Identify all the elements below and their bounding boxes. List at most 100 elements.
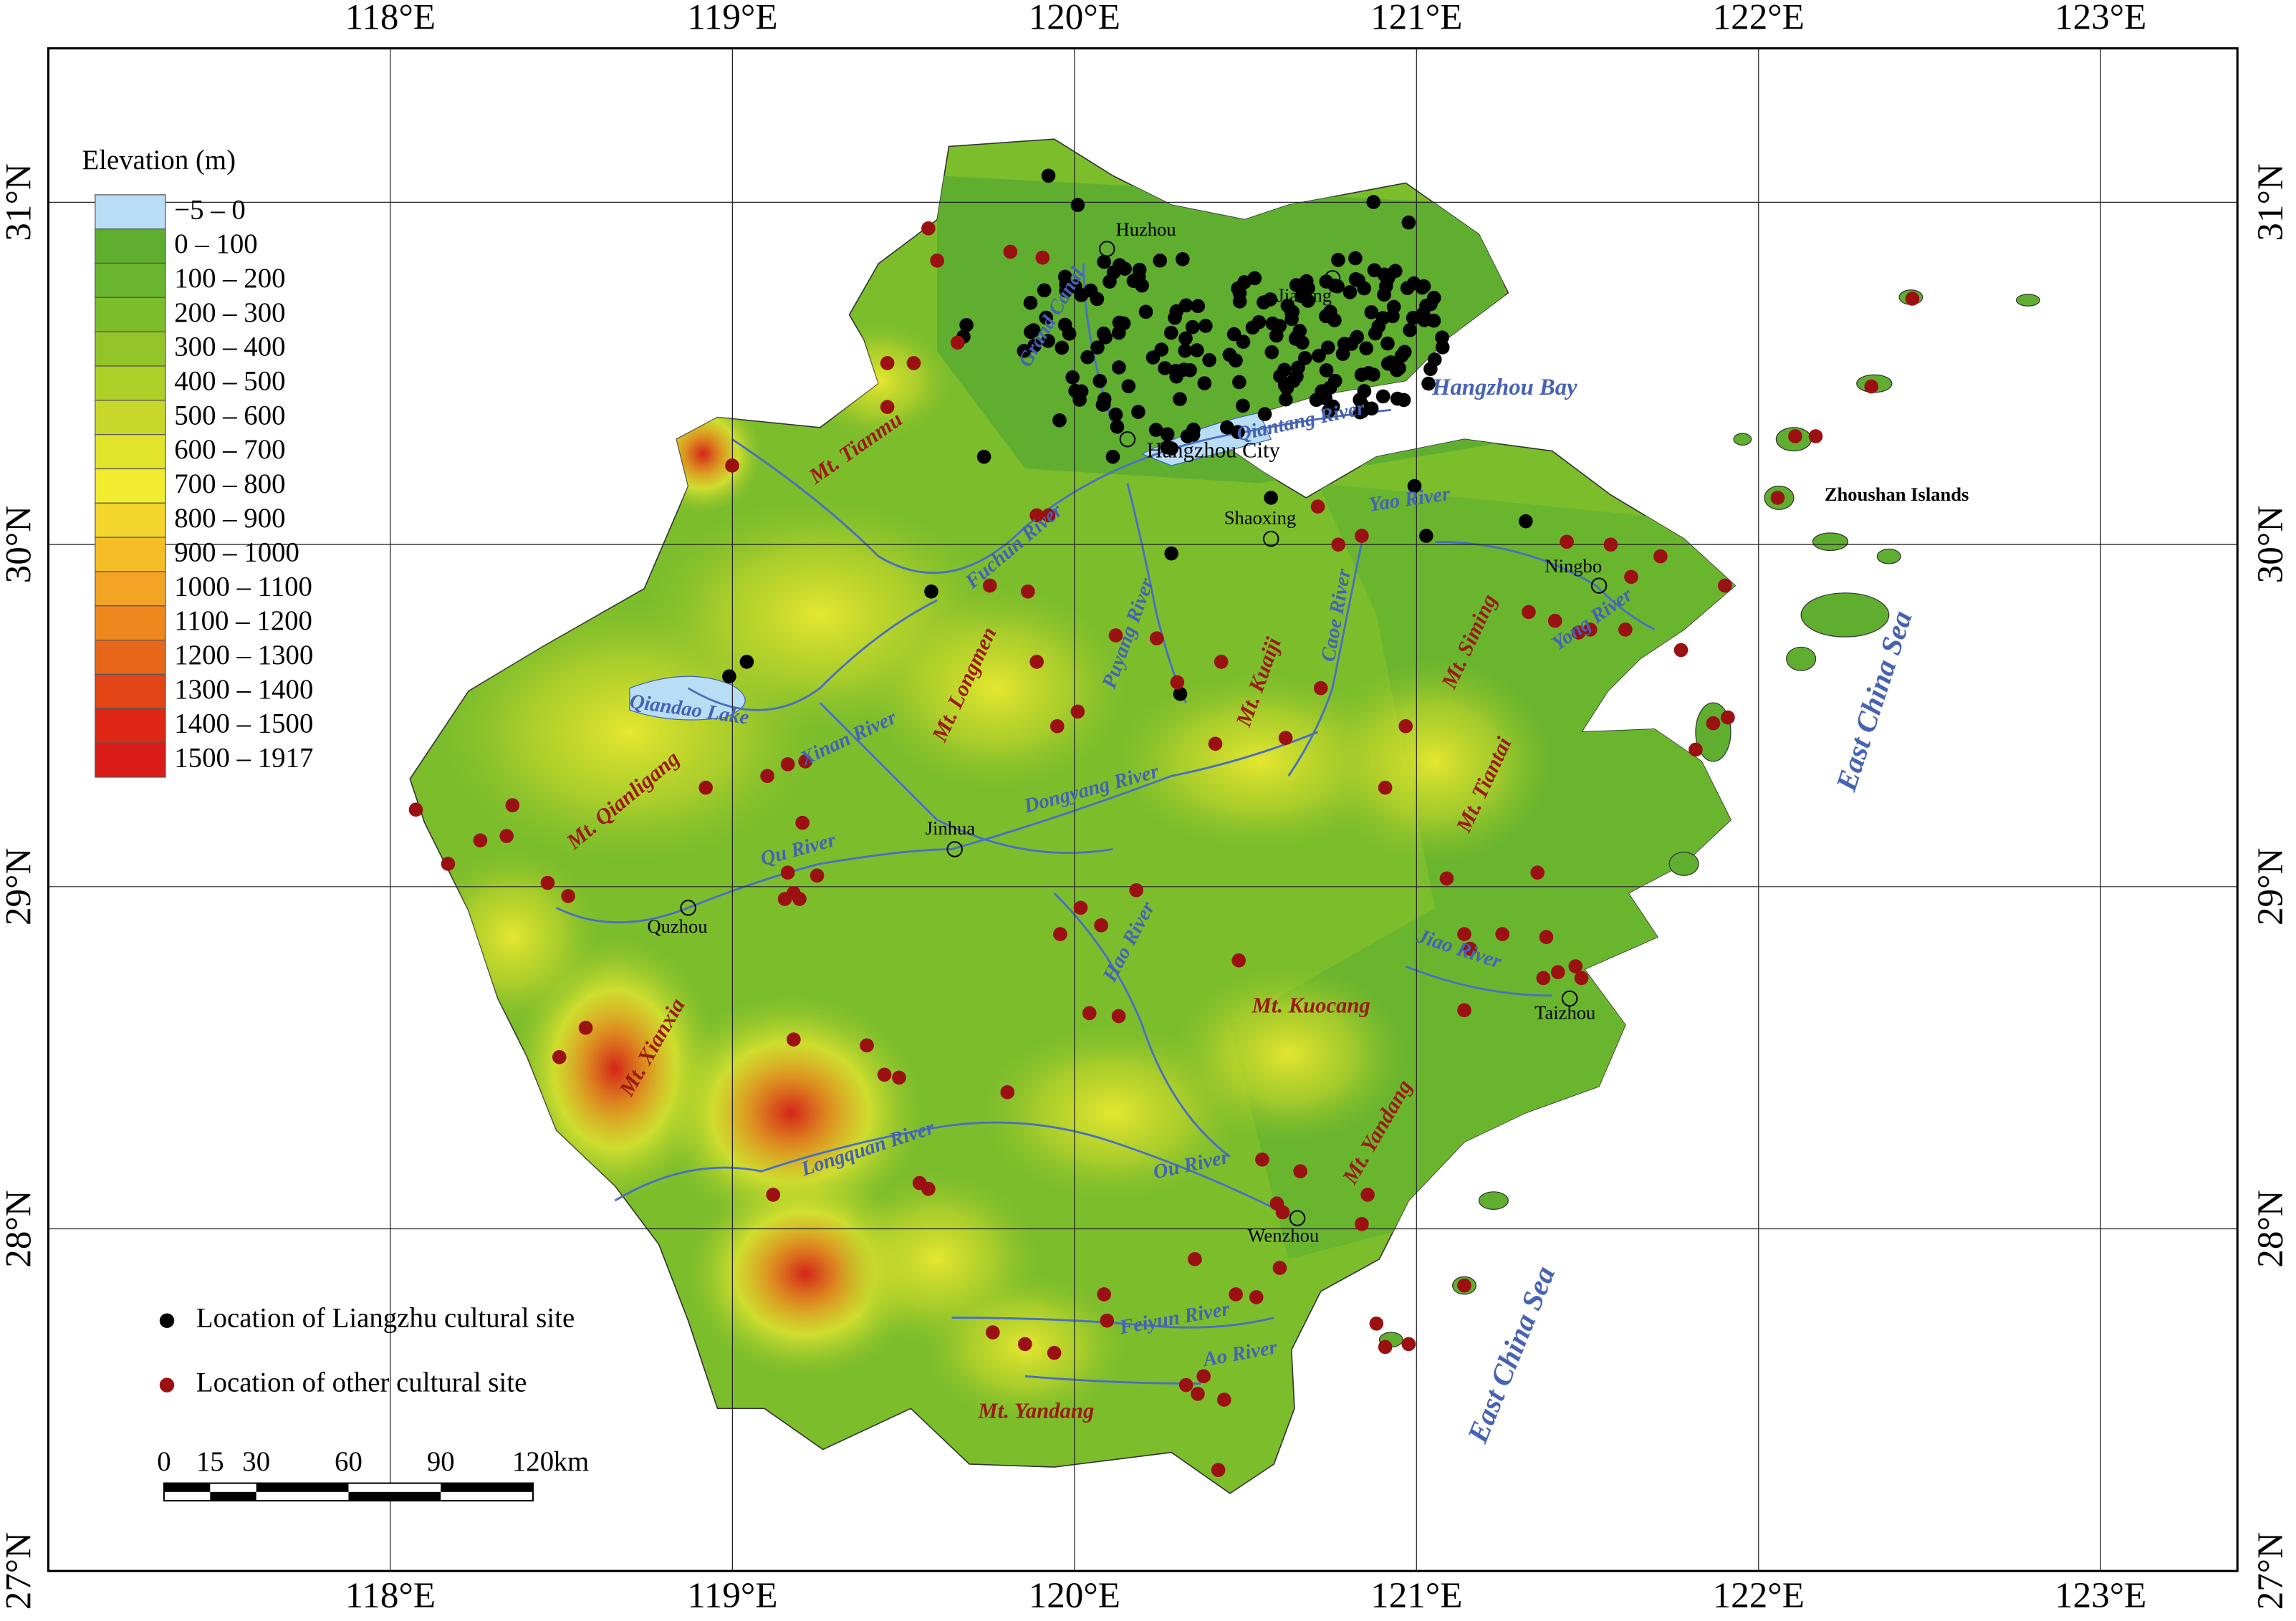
- other-site: [1216, 1392, 1231, 1407]
- other-site: [540, 875, 555, 890]
- legend-swatch: [95, 640, 166, 675]
- liangzhu-site: [1359, 341, 1374, 356]
- other-site: [777, 892, 792, 906]
- liangzhu-site: [1041, 168, 1056, 183]
- other-site: [1378, 1339, 1393, 1355]
- liangzhu-site: [1357, 281, 1372, 296]
- liangzhu-site: [1519, 514, 1533, 529]
- lat-tick-label: 30°N: [0, 506, 39, 583]
- other-site: [1457, 1278, 1471, 1293]
- liangzhu-site: [1065, 370, 1080, 385]
- other-site: [1003, 244, 1018, 259]
- other-site: [1129, 882, 1143, 898]
- other-site: [1355, 1216, 1369, 1231]
- liangzhu-site: [1269, 328, 1284, 343]
- other-site: [766, 1188, 781, 1202]
- liangzhu-site: [1421, 376, 1436, 391]
- liangzhu-site: [1403, 323, 1418, 337]
- liangzhu-site: [1108, 408, 1123, 422]
- liangzhu-site: [1401, 215, 1416, 230]
- legend-label: 0 – 100: [174, 229, 257, 259]
- city-marker: [1119, 430, 1136, 448]
- liangzhu-site: [1285, 304, 1300, 319]
- other-site: [1560, 534, 1574, 549]
- liangzhu-site: [722, 669, 736, 684]
- liangzhu-site: [1348, 251, 1363, 266]
- river: [556, 906, 689, 924]
- other-site: [860, 1038, 874, 1053]
- lat-tick-label: 27°N: [0, 1532, 39, 1610]
- island: [1800, 592, 1890, 638]
- other-site: [505, 798, 520, 813]
- other-site: [499, 829, 514, 843]
- liangzhu-site: [1366, 367, 1380, 382]
- other-site: [1249, 1290, 1264, 1304]
- liangzhu-site: [1080, 350, 1095, 365]
- city-label: Shaoxing: [1224, 507, 1296, 529]
- other-site: [1360, 1188, 1375, 1202]
- other-site: [760, 769, 774, 784]
- liangzhu-site: [1301, 294, 1315, 308]
- liangzhu-site: [1331, 253, 1345, 267]
- liangzhu-site: [1023, 296, 1038, 310]
- other-site: [1653, 549, 1668, 564]
- river: [731, 408, 1391, 574]
- liangzhu-site: [1392, 361, 1406, 375]
- liangzhu-site: [1055, 340, 1070, 355]
- other-site: [921, 1181, 936, 1196]
- liangzhu-site: [1131, 405, 1145, 419]
- other-site: [1149, 631, 1164, 645]
- legend-label: 1200 – 1300: [174, 640, 313, 670]
- liangzhu-site: [1090, 340, 1105, 355]
- liangzhu-site: [1163, 325, 1178, 340]
- river: [819, 702, 1113, 855]
- other-site: [1457, 927, 1471, 941]
- liangzhu-site: [1185, 319, 1200, 335]
- city-label: Ningbo: [1545, 555, 1602, 577]
- legend-swatch: [95, 229, 166, 264]
- city-marker: [680, 900, 696, 916]
- legend-swatch: [95, 331, 166, 367]
- liangzhu-site: [1323, 304, 1337, 319]
- city-marker: [1099, 241, 1115, 257]
- mountain-label: Mt. Kuocang: [1252, 993, 1370, 1017]
- lon-tick-label: 120°E: [1029, 1575, 1120, 1616]
- liangzhu-site: [1202, 352, 1216, 367]
- river: [1024, 1375, 1201, 1385]
- liangzhu-site: [1231, 281, 1245, 296]
- liangzhu-site: [1371, 319, 1386, 334]
- lon-tick-label: 123°E: [2055, 1575, 2146, 1616]
- lat-tick-label: 31°N: [2250, 163, 2291, 241]
- liangzhu-site: [1176, 252, 1190, 266]
- other-site: [1770, 491, 1785, 505]
- other-site: [780, 865, 795, 880]
- other-site: [1196, 1369, 1211, 1384]
- lake: [629, 675, 746, 721]
- other-site: [880, 400, 895, 415]
- liangzhu-site: [1364, 305, 1379, 319]
- liangzhu-site: [1426, 313, 1441, 328]
- legend-label: 1100 – 1200: [174, 605, 312, 636]
- liangzhu-site: [1024, 324, 1038, 340]
- other-site: [1718, 578, 1732, 593]
- lon-tick-label: 122°E: [1713, 1575, 1805, 1616]
- scale-tick-label: 120: [512, 1446, 554, 1477]
- other-site: [552, 1049, 567, 1064]
- other-site: [1574, 971, 1589, 986]
- liangzhu-site: [1057, 317, 1072, 332]
- lon-tick-label: 123°E: [2055, 0, 2146, 37]
- other-site: [1293, 1164, 1307, 1179]
- other-site: [1021, 584, 1035, 599]
- other-site: [1310, 499, 1325, 514]
- liangzhu-site: [1312, 348, 1326, 363]
- other-site: [1568, 959, 1583, 973]
- liangzhu-site: [1110, 420, 1125, 434]
- liangzhu-site: [1138, 304, 1153, 319]
- island: [1812, 532, 1849, 552]
- liangzhu-site: [1295, 335, 1310, 350]
- other-site: [1272, 1261, 1287, 1275]
- other-site: [1178, 1377, 1193, 1392]
- other-site: [877, 1067, 892, 1082]
- legend-label: −5 – 0: [174, 194, 246, 225]
- liangzhu-site: [1297, 351, 1312, 365]
